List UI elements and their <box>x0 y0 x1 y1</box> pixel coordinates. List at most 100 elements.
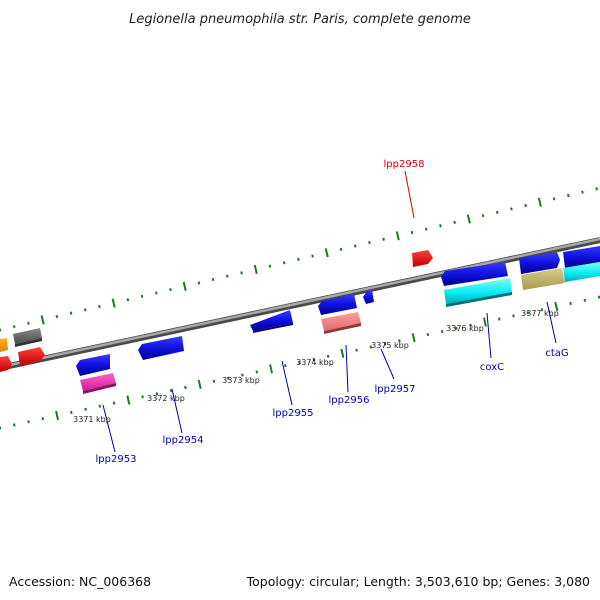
gene-red-left[interactable] <box>0 356 12 372</box>
label-lpp2953[interactable]: lpp2953 <box>96 404 137 465</box>
minor-tick <box>595 187 598 191</box>
scale-labels: 3371 kbp 3372 kbp 3373 kbp 3374 kbp 3375… <box>73 309 559 424</box>
minor-tick <box>98 404 102 408</box>
gene-lpp2957[interactable] <box>363 290 374 304</box>
lpp2955-leader-line <box>281 360 293 406</box>
gene-lpp2958[interactable] <box>412 250 433 267</box>
accession-text: Accession: NC_006368 <box>9 574 151 589</box>
gene-coxC[interactable] <box>441 262 512 307</box>
minor-tick <box>567 193 570 198</box>
minor-tick <box>552 197 556 201</box>
label-ctaG[interactable]: ctaG <box>545 301 569 359</box>
minor-tick <box>581 190 584 194</box>
gene-red-left-2[interactable] <box>18 347 45 366</box>
ctaG-leader-line <box>546 301 557 344</box>
minor-tick <box>284 364 287 368</box>
coxC-label[interactable]: coxC <box>480 362 504 373</box>
minor-tick <box>197 281 201 285</box>
minor-tick <box>169 389 173 393</box>
lpp2957-leader-line <box>380 348 395 380</box>
lpp2956-leader-line <box>345 344 349 393</box>
minor-tick <box>27 420 30 424</box>
map-title: Legionella pneumophila str. Paris, compl… <box>129 12 471 27</box>
major-tick <box>483 317 487 327</box>
major-tick <box>466 214 471 224</box>
gene-upper-right-1[interactable] <box>519 252 560 274</box>
minor-tick <box>469 323 472 327</box>
major-tick <box>40 315 45 325</box>
minor-tick <box>526 311 530 315</box>
minor-tick <box>382 237 385 241</box>
gene-upper-right-2[interactable] <box>563 246 600 268</box>
minor-tick <box>69 311 73 315</box>
lpp2958-leader-line <box>404 170 415 219</box>
minor-tick <box>424 227 428 231</box>
minor-tick <box>368 240 371 245</box>
label-lpp2957[interactable]: lpp2957 <box>375 348 416 395</box>
minor-tick <box>27 321 30 325</box>
minor-tick <box>98 304 101 309</box>
minor-tick <box>583 298 587 302</box>
lpp2957-label[interactable]: lpp2957 <box>375 384 416 395</box>
minor-tick <box>226 274 229 278</box>
label-lpp2956[interactable]: lpp2956 <box>329 344 370 406</box>
minor-tick <box>83 308 87 312</box>
minor-tick <box>597 295 600 299</box>
major-tick <box>554 301 559 312</box>
genome-backbone <box>0 237 600 371</box>
major-tick <box>126 395 131 405</box>
scale-label-3375: 3375 kbp <box>371 341 409 350</box>
lpp2955-label[interactable]: lpp2955 <box>273 408 314 419</box>
forward-scale-ticks <box>0 187 598 332</box>
minor-tick <box>326 354 330 358</box>
minor-tick <box>297 257 300 262</box>
minor-tick <box>495 210 499 214</box>
label-lpp2955[interactable]: lpp2955 <box>273 360 314 419</box>
scale-label-3371: 3371 kbp <box>73 415 111 424</box>
minor-tick <box>510 207 513 211</box>
minor-tick <box>126 298 130 302</box>
ctaG-label[interactable]: ctaG <box>545 348 568 359</box>
reverse-gene-labels: lpp2953 lpp2954 lpp2955 lpp2956 lpp2957 … <box>96 301 569 465</box>
lpp2958-label[interactable]: lpp2958 <box>384 159 425 170</box>
major-tick <box>111 298 116 308</box>
gene-lpp2956[interactable] <box>318 294 361 334</box>
gene-ctaG[interactable] <box>521 268 565 290</box>
minor-tick <box>169 288 172 292</box>
scale-label-3372: 3372 kbp <box>147 394 185 403</box>
gene-lpp2955[interactable] <box>250 310 293 333</box>
minor-tick <box>212 379 216 383</box>
minor-tick <box>141 395 144 399</box>
minor-tick <box>481 214 485 218</box>
minor-tick <box>398 339 401 343</box>
scale-label-3373: 3373 kbp <box>222 376 260 385</box>
gene-orange-partial[interactable] <box>0 338 8 352</box>
coxC-leader-line <box>486 312 492 359</box>
lpp2953-leader-line <box>102 404 116 453</box>
minor-tick <box>426 332 430 337</box>
lpp2956-label[interactable]: lpp2956 <box>329 395 370 406</box>
minor-tick <box>339 247 343 251</box>
gene-lpp2953[interactable] <box>76 354 116 394</box>
lpp2954-label[interactable]: lpp2954 <box>163 435 204 446</box>
gene-cyan-right[interactable] <box>563 262 600 282</box>
lpp2953-label[interactable]: lpp2953 <box>96 454 137 465</box>
minor-tick <box>311 254 314 258</box>
genome-summary-text: Topology: circular; Length: 3,503,610 bp… <box>246 574 590 589</box>
minor-tick <box>497 317 501 321</box>
label-lpp2958[interactable]: lpp2958 <box>384 159 425 219</box>
major-tick <box>197 379 202 390</box>
label-lpp2954[interactable]: lpp2954 <box>163 388 204 446</box>
label-coxC[interactable]: coxC <box>480 312 504 373</box>
major-tick <box>253 264 258 275</box>
minor-tick <box>524 203 527 208</box>
minor-tick <box>282 261 286 265</box>
gene-gray[interactable] <box>13 328 42 347</box>
gene-lpp2954[interactable] <box>138 336 184 360</box>
forward-genes <box>0 246 600 352</box>
minor-tick <box>383 342 387 346</box>
minor-tick <box>84 407 87 411</box>
reverse-genes <box>0 262 600 394</box>
scale-label-3376: 3376 kbp <box>446 324 484 333</box>
